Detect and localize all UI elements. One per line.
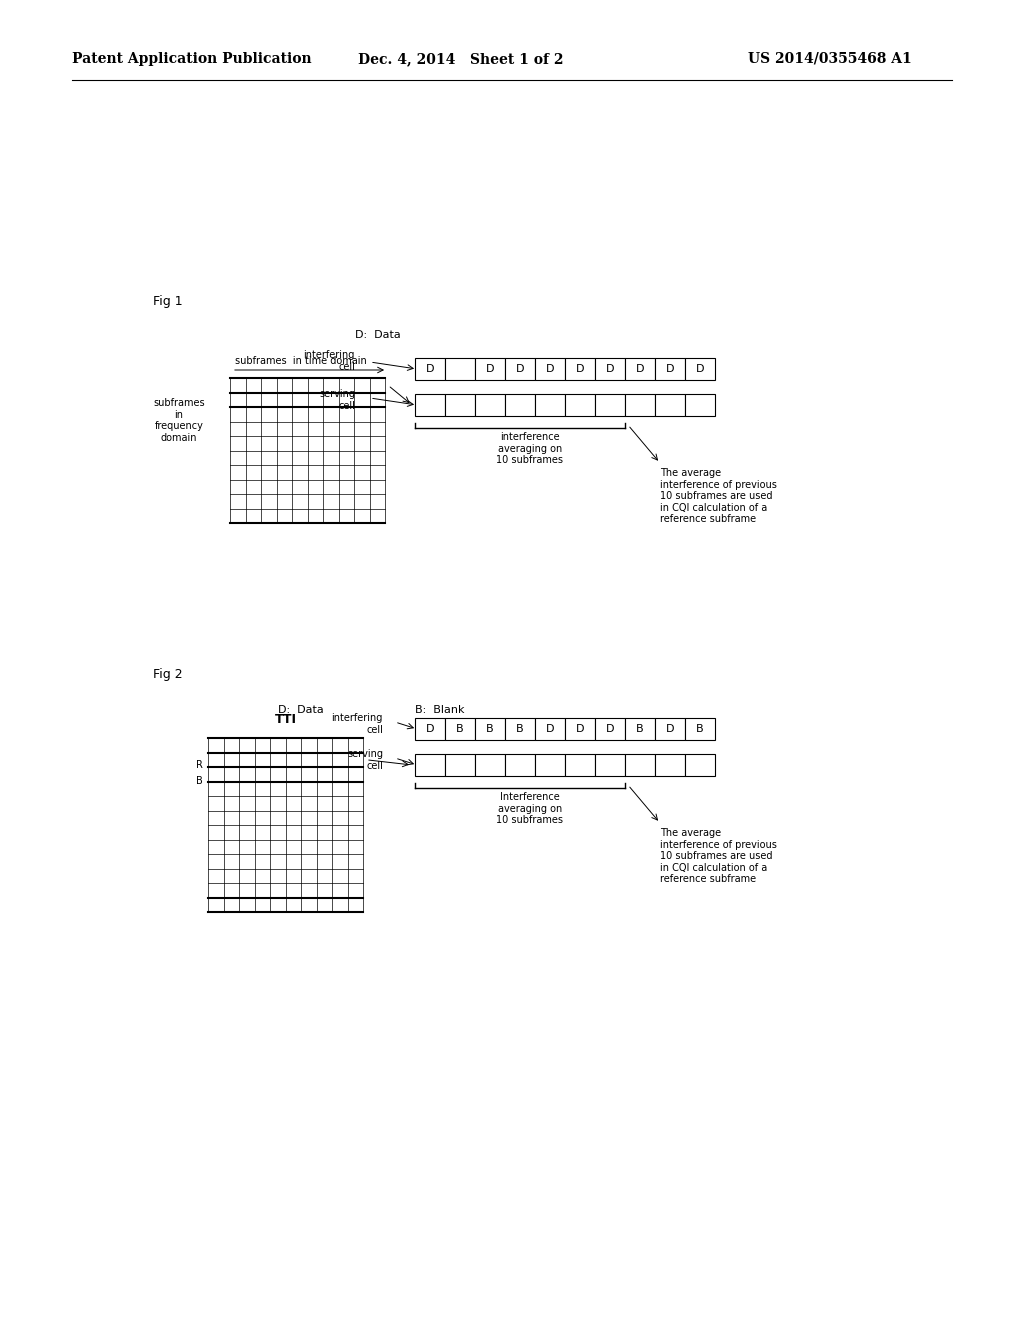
Text: interference
averaging on
10 subframes: interference averaging on 10 subframes — [497, 432, 563, 465]
Bar — [475, 358, 505, 380]
Text: D: D — [485, 364, 495, 374]
Bar — [685, 754, 715, 776]
Bar — [415, 358, 445, 380]
Bar — [655, 718, 685, 741]
Text: D: D — [546, 723, 554, 734]
Bar — [595, 393, 625, 416]
Text: US 2014/0355468 A1: US 2014/0355468 A1 — [748, 51, 911, 66]
Text: D: D — [666, 723, 674, 734]
Bar — [505, 358, 535, 380]
Text: B: B — [486, 723, 494, 734]
Text: B: B — [516, 723, 524, 734]
Text: D: D — [426, 723, 434, 734]
Text: The average
interference of previous
10 subframes are used
in CQI calculation of: The average interference of previous 10 … — [660, 828, 777, 884]
Text: Interference
averaging on
10 subframes: Interference averaging on 10 subframes — [497, 792, 563, 825]
Text: Fig 2: Fig 2 — [153, 668, 182, 681]
Bar — [625, 718, 655, 741]
Text: Dec. 4, 2014   Sheet 1 of 2: Dec. 4, 2014 Sheet 1 of 2 — [358, 51, 563, 66]
Text: B: B — [197, 776, 203, 785]
Bar — [595, 358, 625, 380]
Text: serving
cell: serving cell — [319, 389, 355, 411]
Bar — [625, 358, 655, 380]
Text: subframes  in time domain: subframes in time domain — [234, 356, 367, 366]
Bar — [445, 393, 475, 416]
Bar — [655, 754, 685, 776]
Bar — [445, 358, 475, 380]
Text: D: D — [666, 364, 674, 374]
Text: D:  Data: D: Data — [278, 705, 324, 715]
Text: interfering
cell: interfering cell — [332, 713, 383, 735]
Text: The average
interference of previous
10 subframes are used
in CQI calculation of: The average interference of previous 10 … — [660, 469, 777, 524]
Text: subframes
in
frequency
domain: subframes in frequency domain — [153, 399, 205, 442]
Bar — [565, 393, 595, 416]
Text: B: B — [696, 723, 703, 734]
Bar — [415, 718, 445, 741]
Bar — [625, 393, 655, 416]
Bar — [625, 754, 655, 776]
Text: D: D — [695, 364, 705, 374]
Text: R: R — [197, 760, 203, 770]
Text: B: B — [636, 723, 644, 734]
Bar — [685, 393, 715, 416]
Text: D: D — [575, 364, 585, 374]
Bar — [565, 718, 595, 741]
Bar — [685, 358, 715, 380]
Bar — [655, 393, 685, 416]
Bar — [535, 358, 565, 380]
Bar — [505, 718, 535, 741]
Text: Fig 1: Fig 1 — [153, 294, 182, 308]
Bar — [505, 754, 535, 776]
Bar — [475, 754, 505, 776]
Bar — [565, 358, 595, 380]
Text: D: D — [516, 364, 524, 374]
Text: Patent Application Publication: Patent Application Publication — [72, 51, 311, 66]
Text: D: D — [606, 723, 614, 734]
Bar — [445, 754, 475, 776]
Bar — [535, 754, 565, 776]
Bar — [445, 718, 475, 741]
Text: D: D — [575, 723, 585, 734]
Text: D: D — [546, 364, 554, 374]
Bar — [415, 754, 445, 776]
Text: D: D — [636, 364, 644, 374]
Text: interfering
cell: interfering cell — [304, 350, 355, 372]
Bar — [535, 393, 565, 416]
Bar — [415, 393, 445, 416]
Text: D: D — [606, 364, 614, 374]
Bar — [475, 718, 505, 741]
Bar — [505, 393, 535, 416]
Bar — [475, 393, 505, 416]
Text: B:  Blank: B: Blank — [415, 705, 465, 715]
Text: TTI: TTI — [274, 713, 297, 726]
Bar — [685, 718, 715, 741]
Bar — [595, 754, 625, 776]
Text: B: B — [456, 723, 464, 734]
Bar — [565, 754, 595, 776]
Text: serving
cell: serving cell — [347, 748, 383, 771]
Text: D: D — [426, 364, 434, 374]
Bar — [655, 358, 685, 380]
Bar — [535, 718, 565, 741]
Bar — [595, 718, 625, 741]
Text: D:  Data: D: Data — [355, 330, 400, 341]
